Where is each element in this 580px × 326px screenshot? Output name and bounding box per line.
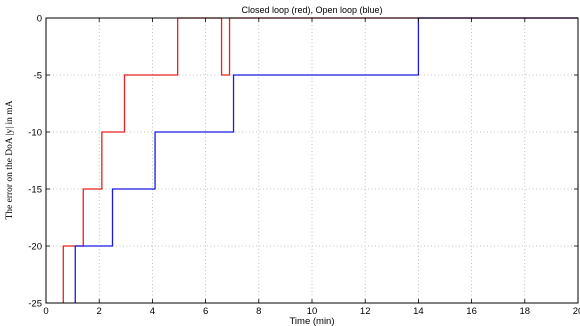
x-tick-label: 10 bbox=[307, 306, 318, 317]
x-tick-label: 6 bbox=[203, 306, 208, 317]
series-layer bbox=[62, 17, 578, 303]
y-tick-labels: 0 -5 -10 -15 -20 -25 bbox=[28, 14, 42, 310]
x-tick-label: 16 bbox=[466, 306, 477, 317]
tick-marks bbox=[45, 17, 579, 304]
x-tick-label: 14 bbox=[413, 306, 424, 317]
y-tick-label: -25 bbox=[28, 299, 42, 310]
x-tick-label: 12 bbox=[360, 306, 371, 317]
x-tick-label: 18 bbox=[520, 306, 531, 317]
y-tick-label: -10 bbox=[28, 128, 42, 139]
open-loop-series-line bbox=[74, 17, 578, 303]
y-tick-label: 0 bbox=[37, 14, 42, 25]
chart-title: Closed loop (red), Open loop (blue) bbox=[241, 5, 382, 15]
y-tick-label: -5 bbox=[34, 71, 42, 82]
x-tick-label: 4 bbox=[150, 306, 155, 317]
x-tick-label: 20 bbox=[573, 306, 580, 317]
closed-loop-series-line bbox=[62, 17, 578, 303]
x-tick-label: 0 bbox=[43, 306, 48, 317]
x-tick-label: 2 bbox=[97, 306, 102, 317]
y-axis-label: The error on the DoA |y| in mA bbox=[5, 100, 15, 219]
x-tick-label: 8 bbox=[256, 306, 261, 317]
x-tick-labels: 0 2 4 6 8 10 12 14 16 18 20 bbox=[43, 306, 580, 317]
y-tick-label: -15 bbox=[28, 185, 42, 196]
x-axis-label: Time (min) bbox=[289, 316, 334, 326]
grid bbox=[46, 18, 578, 303]
y-tick-label: -20 bbox=[28, 242, 42, 253]
